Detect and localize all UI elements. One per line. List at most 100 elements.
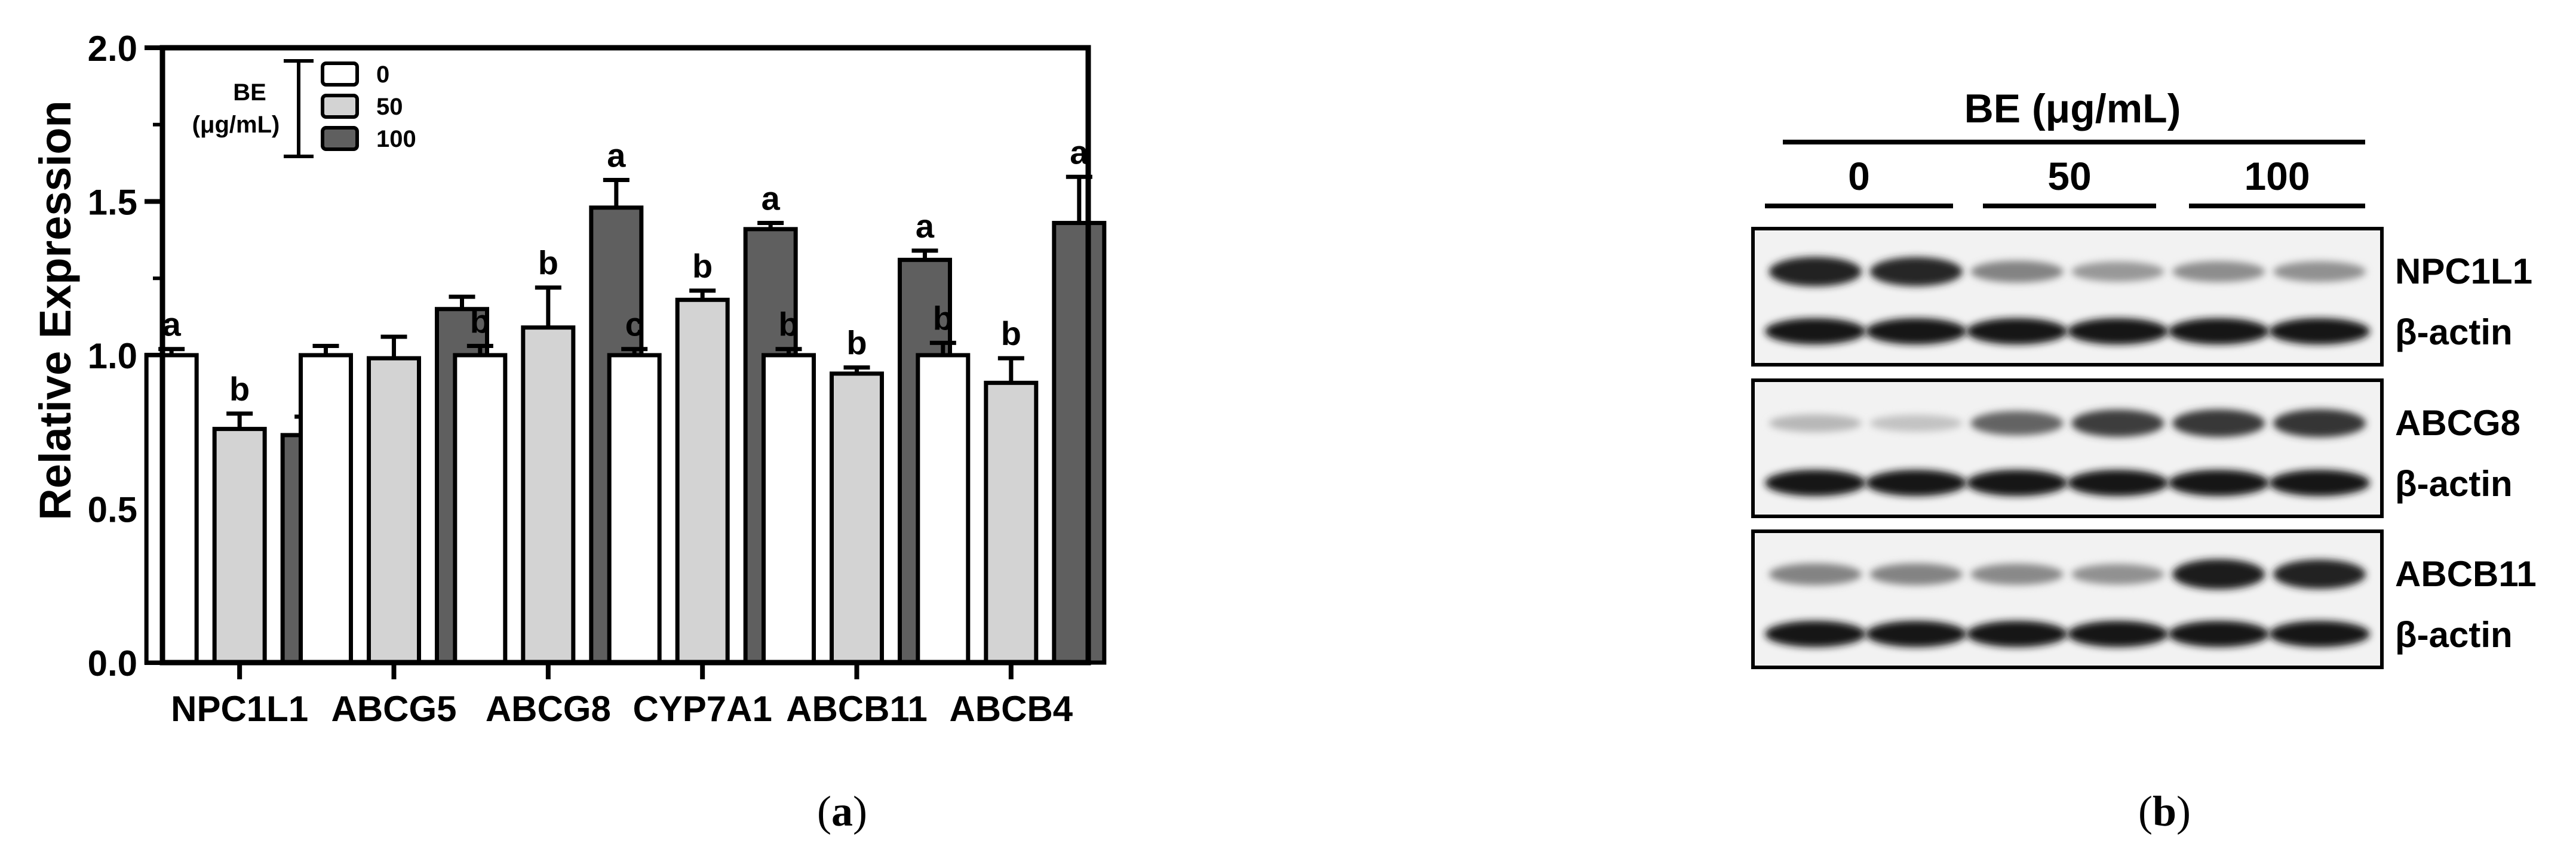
actin-band [2067,470,2169,496]
blot-panel: ABCB11 β-actin [1751,529,2537,669]
plot-frame [159,45,1091,666]
blot-panels: NPC1L1 β-actin ABCG8 β-actin ABCB11 β-actin [1751,227,2537,669]
bar [144,353,199,665]
legend-swatch-100 [321,126,359,151]
target-band [1869,257,1963,287]
target-band [2071,409,2164,437]
panel-caption-b: (b) [2138,787,2191,835]
actin-band [2168,318,2270,344]
significance-label: a [162,306,182,343]
blot-loading-label: β-actin [2395,615,2513,655]
x-tick-label: ABCB4 [949,689,1073,729]
x-tick-label: ABCB11 [786,689,928,729]
actin-band [2168,470,2270,496]
actin-band [1966,621,2068,647]
x-tick-labels: NPC1L1 ABCG5 ABCG8 CYP7A1 ABCB11 ABCB4 [171,663,1073,729]
western-blot: BE (μg/mL) 0 50 100 NPC1L1 β-actin ABCG8 β-ac… [1751,86,2537,669]
actin-band [1765,470,1866,496]
legend: BE (μg/mL) 0 50 100 [192,59,416,158]
legend-label-0: 0 [376,61,389,88]
blot-header: BE (μg/mL) [1964,86,2181,131]
actin-band [2269,621,2370,647]
blot-group-labels: 0 50 100 [1765,154,2365,208]
significance-label: a [916,207,935,245]
bar-chart: Relative Expression 0.0 0.5 1.0 1.5 2.0 a b b b… [30,29,1107,729]
legend-title-line1: BE [233,79,266,106]
legend-swatch-50 [321,94,359,119]
significance-label: b [1001,315,1021,352]
bar [367,356,421,665]
bar [1052,221,1107,665]
actin-band [1966,470,2068,496]
legend-title-line2: (μg/mL) [192,112,280,138]
blot-target-label: ABCB11 [2395,554,2537,594]
blot-loading-label: β-actin [2395,464,2513,504]
target-band [2071,564,2164,585]
blot-group-label: 0 [1848,154,1870,198]
blot-box [1751,529,2384,669]
bar [675,297,730,665]
panel-caption-a: (a) [817,787,867,835]
target-band [2071,261,2164,282]
significance-label: a [762,180,781,217]
target-band [1970,411,2064,436]
y-axis-label: Relative Expression [30,100,80,520]
target-band [2273,261,2366,282]
actin-band [2067,318,2169,344]
target-band [1970,564,2064,585]
bar [916,353,971,665]
x-tick-label: CYP7A1 [633,689,772,729]
target-band [1970,260,2064,283]
y-tick-label: 1.5 [88,183,137,223]
x-tick-label: NPC1L1 [171,689,308,729]
blot-panel: NPC1L1 β-actin [1751,227,2532,367]
actin-band [1966,318,2068,344]
legend-label-50: 50 [376,94,403,120]
target-band [1869,414,1963,432]
bar [984,380,1039,665]
actin-band [1865,318,1967,344]
bar [830,371,884,665]
blot-group-label: 100 [2244,154,2310,198]
target-band [1768,563,1862,586]
blot-box [1751,378,2384,518]
bar [299,353,353,665]
actin-band [1765,318,1866,344]
significance-label: b [778,306,799,343]
bar [453,353,508,665]
blot-target-label: ABCG8 [2395,403,2520,443]
target-band [2273,409,2366,438]
actin-band [2269,318,2370,344]
y-tick-label: 1.0 [88,336,137,376]
target-band [1869,563,1963,586]
blot-loading-label: β-actin [2395,312,2513,352]
actin-band [2168,621,2270,647]
actin-band [1865,470,1967,496]
significance-label: b [692,247,713,285]
significance-label: a [607,136,626,174]
legend-label-100: 100 [376,126,416,152]
significance-label: b [846,324,867,362]
significance-label: b [229,370,250,408]
actin-band [1765,621,1866,647]
y-tick-label: 2.0 [88,29,137,69]
significance-label: b [933,299,953,337]
target-band [2172,559,2265,590]
blot-target-label: NPC1L1 [2395,251,2532,291]
blot-panel: ABCG8 β-actin [1751,378,2520,518]
bar [607,353,662,665]
target-band [2172,409,2265,438]
y-tick-label: 0.5 [88,490,137,530]
significance-label: b [470,303,490,340]
target-band [1768,257,1862,287]
x-tick-label: ABCG5 [331,689,456,729]
blot-group-label: 50 [2047,154,2091,198]
target-band [1768,414,1862,432]
actin-band [2067,621,2169,647]
bar [762,353,816,665]
bars: abbbbacbabbabba [144,133,1107,665]
x-tick-label: ABCG8 [486,689,611,729]
actin-band [1865,621,1967,647]
blot-box [1751,227,2384,367]
